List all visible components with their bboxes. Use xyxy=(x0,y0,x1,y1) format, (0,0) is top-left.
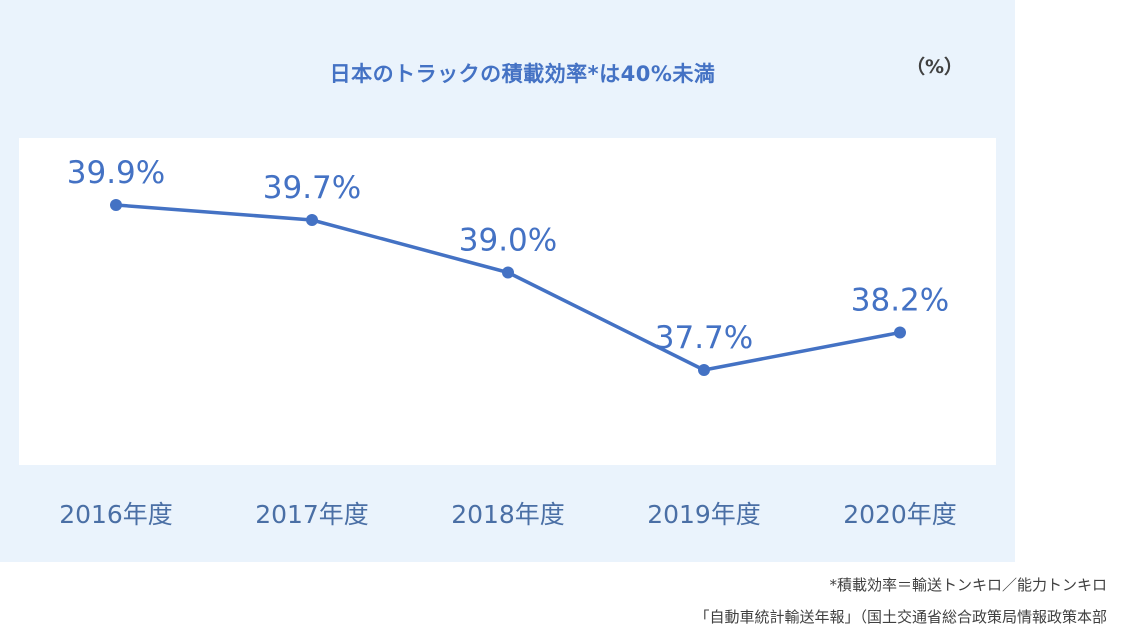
x-tick-label: 2019年度 xyxy=(647,500,761,529)
data-label: 38.2% xyxy=(851,283,949,319)
data-point xyxy=(698,364,710,376)
data-label: 39.9% xyxy=(67,155,165,191)
plot-area xyxy=(19,138,996,465)
data-point xyxy=(110,199,122,211)
x-tick-label: 2020年度 xyxy=(843,500,957,529)
line-chart: 39.9% 39.7% 39.0% 37.7% 38.2% 2016年度 2017年度 201… xyxy=(59,155,957,529)
x-tick-label: 2018年度 xyxy=(451,500,565,529)
chart-title: 日本のトラックの積載効率*は40%未満 xyxy=(329,62,716,86)
footnote-definition: *積載効率＝輸送トンキロ／能力トンキロ xyxy=(829,576,1107,594)
chart-panel: 日本のトラックの積載効率*は40%未満 （%） 39.9% 39.7% 39.0% 3… xyxy=(0,0,1015,562)
data-label: 39.0% xyxy=(459,223,557,259)
x-tick-label: 2017年度 xyxy=(255,500,369,529)
data-point xyxy=(894,326,906,339)
data-label: 39.7% xyxy=(263,170,361,206)
data-point xyxy=(306,214,318,226)
unit-label: （%） xyxy=(906,56,964,78)
data-point xyxy=(502,266,514,279)
x-tick-label: 2016年度 xyxy=(59,500,173,529)
data-label: 37.7% xyxy=(655,320,753,356)
footnote-source: 「自動車統計輸送年報」（国土交通省総合政策局情報政策本部 xyxy=(694,608,1107,626)
